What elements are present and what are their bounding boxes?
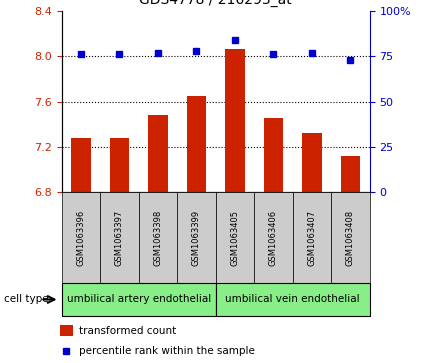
- Bar: [187, 96, 206, 192]
- Text: percentile rank within the sample: percentile rank within the sample: [79, 346, 255, 356]
- Text: GSM1063396: GSM1063396: [76, 210, 85, 266]
- Text: GSM1063397: GSM1063397: [115, 210, 124, 266]
- Text: GSM1063398: GSM1063398: [153, 210, 162, 266]
- Title: GDS4778 / 216293_at: GDS4778 / 216293_at: [139, 0, 292, 7]
- Text: umbilical artery endothelial: umbilical artery endothelial: [67, 294, 211, 305]
- Text: transformed count: transformed count: [79, 326, 176, 336]
- Bar: [62, 192, 100, 283]
- Text: GSM1063399: GSM1063399: [192, 210, 201, 266]
- Bar: [177, 192, 215, 283]
- Bar: [302, 133, 322, 192]
- Bar: [139, 192, 177, 283]
- Bar: [331, 192, 370, 283]
- Bar: [71, 138, 91, 192]
- Bar: [148, 115, 167, 192]
- Text: GSM1063405: GSM1063405: [230, 210, 239, 266]
- Bar: [60, 325, 73, 336]
- Text: GSM1063406: GSM1063406: [269, 210, 278, 266]
- Bar: [100, 192, 139, 283]
- Text: GSM1063408: GSM1063408: [346, 210, 355, 266]
- Bar: [225, 49, 244, 192]
- Bar: [215, 283, 370, 316]
- Text: umbilical vein endothelial: umbilical vein endothelial: [225, 294, 360, 305]
- Bar: [62, 283, 215, 316]
- Text: GSM1063407: GSM1063407: [307, 210, 317, 266]
- Bar: [215, 192, 254, 283]
- Bar: [341, 156, 360, 192]
- Bar: [254, 192, 293, 283]
- Bar: [293, 192, 331, 283]
- Text: cell type: cell type: [4, 294, 49, 305]
- Bar: [264, 118, 283, 192]
- Bar: [110, 138, 129, 192]
